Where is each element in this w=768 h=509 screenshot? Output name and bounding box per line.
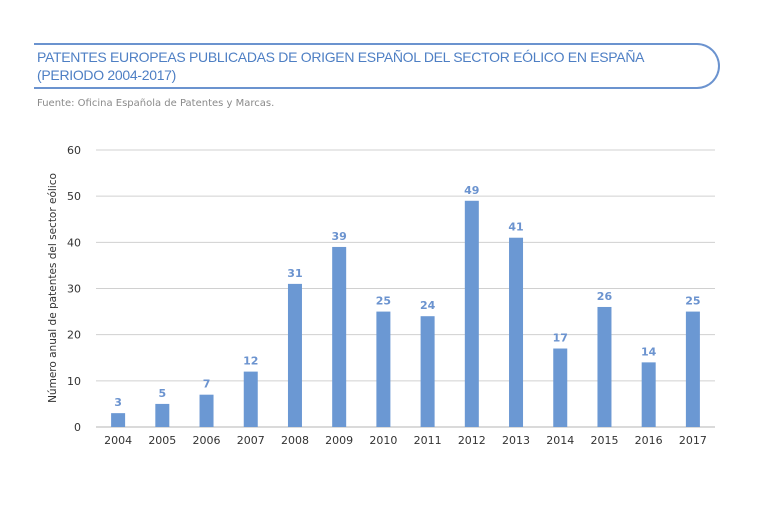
x-tick-label: 2004 — [104, 434, 132, 447]
data-label: 31 — [287, 267, 302, 280]
x-tick-label: 2006 — [193, 434, 221, 447]
x-tick-label: 2016 — [635, 434, 663, 447]
x-tick-label: 2017 — [679, 434, 707, 447]
data-label: 25 — [685, 295, 700, 308]
bar — [376, 311, 391, 427]
bar — [641, 362, 656, 427]
x-axis-ticks: 2004 2005 2006 2007 2008 2009 2010 2011 2012 2013… — [104, 434, 707, 447]
data-label: 49 — [464, 184, 479, 197]
x-tick-label: 2015 — [590, 434, 618, 447]
data-label: 25 — [376, 295, 391, 308]
bar — [332, 246, 347, 427]
y-tick-label: 30 — [67, 283, 81, 296]
x-tick-label: 2011 — [414, 434, 442, 447]
x-tick-label: 2014 — [546, 434, 574, 447]
x-tick-label: 2008 — [281, 434, 309, 447]
data-label: 7 — [203, 378, 211, 391]
title-frame — [34, 43, 720, 89]
data-label: 41 — [508, 221, 523, 234]
y-tick-label: 60 — [67, 144, 81, 157]
title-line-1: PATENTES EUROPEAS PUBLICADAS DE ORIGEN E… — [37, 49, 645, 65]
bar — [509, 237, 524, 427]
bar — [685, 311, 700, 427]
x-tick-label: 2007 — [237, 434, 265, 447]
bars — [111, 200, 700, 427]
title-line-2: (PERIODO 2004-2017) — [37, 67, 177, 83]
x-tick-label: 2012 — [458, 434, 486, 447]
bar — [111, 413, 126, 427]
gridlines — [96, 149, 715, 428]
y-tick-label: 20 — [67, 329, 81, 342]
x-tick-label: 2005 — [148, 434, 176, 447]
y-tick-label: 10 — [67, 375, 81, 388]
data-label: 12 — [243, 355, 258, 368]
data-label: 17 — [553, 332, 568, 345]
y-axis-label: Número anual de patentes del sector eóli… — [47, 173, 59, 403]
data-label: 24 — [420, 299, 436, 312]
data-label: 39 — [332, 230, 347, 243]
data-label: 3 — [114, 396, 122, 409]
bar — [155, 403, 170, 427]
x-tick-label: 2009 — [325, 434, 353, 447]
bar — [287, 283, 302, 427]
data-label: 26 — [597, 290, 613, 303]
y-tick-label: 50 — [67, 190, 81, 203]
bar — [553, 348, 568, 427]
data-labels: 3 5 7 12 31 39 25 24 49 41 17 26 14 25 — [114, 184, 700, 409]
bar — [464, 200, 479, 427]
y-tick-label: 40 — [67, 236, 81, 249]
x-tick-label: 2010 — [369, 434, 397, 447]
x-tick-label: 2013 — [502, 434, 530, 447]
chart-title: PATENTES EUROPEAS PUBLICADAS DE ORIGEN E… — [37, 48, 707, 84]
y-axis-ticks: 0 10 20 30 40 50 60 — [67, 144, 81, 434]
y-tick-label: 0 — [74, 421, 81, 434]
bar — [243, 371, 258, 427]
bar — [199, 394, 214, 427]
data-label: 14 — [641, 345, 657, 358]
bar — [597, 306, 612, 427]
data-label: 5 — [158, 387, 166, 400]
bar — [420, 316, 435, 427]
source-note: Fuente: Oficina Española de Patentes y M… — [37, 98, 275, 109]
